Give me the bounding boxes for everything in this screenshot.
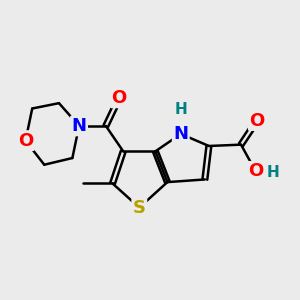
Text: O: O [112,89,127,107]
Text: N: N [72,117,87,135]
Text: O: O [248,162,263,180]
Text: O: O [249,112,265,130]
Text: H: H [174,102,187,117]
Text: O: O [18,132,33,150]
Text: S: S [133,199,146,217]
Text: H: H [267,165,280,180]
Text: N: N [173,125,188,143]
